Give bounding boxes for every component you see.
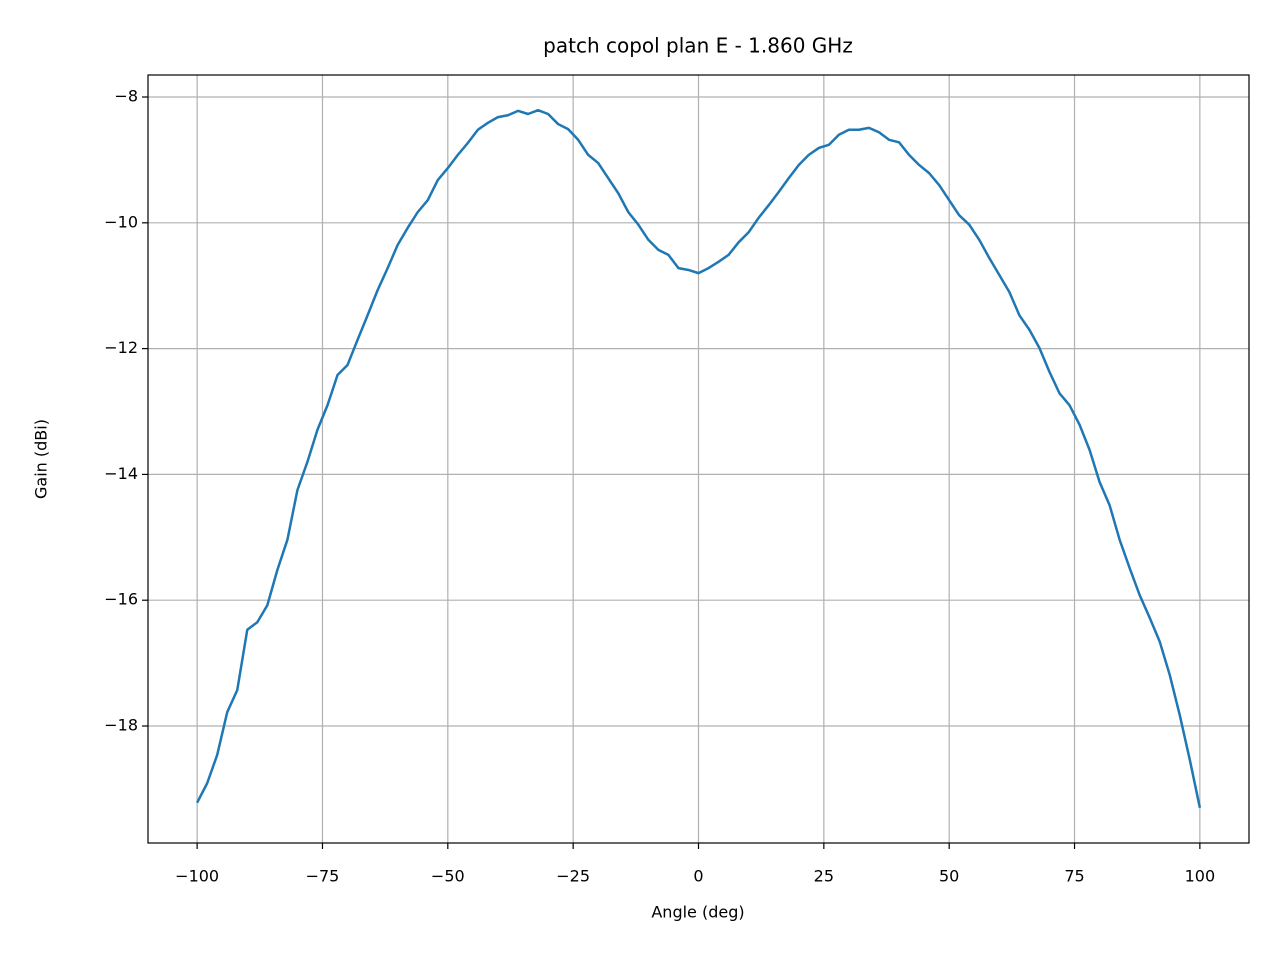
x-tick-label: −100 (175, 867, 219, 886)
chart-title: patch copol plan E - 1.860 GHz (543, 34, 853, 58)
x-tick-label: 100 (1185, 867, 1216, 886)
x-tick-label: 25 (814, 867, 834, 886)
axes-frame (147, 74, 1250, 844)
y-tick-label: −14 (104, 464, 138, 483)
x-axis-label: Angle (deg) (651, 903, 744, 922)
y-tick-label: −18 (104, 716, 138, 735)
y-tick-label: −8 (114, 87, 138, 106)
y-tick-label: −12 (104, 338, 138, 357)
y-axis-label: Gain (dBi) (32, 419, 51, 499)
y-tick-label: −16 (104, 590, 138, 609)
x-tick-label: 0 (693, 867, 703, 886)
x-tick-label: 50 (939, 867, 959, 886)
data-line (196, 108, 1202, 809)
x-tick-label: −50 (431, 867, 465, 886)
x-tick-label: −25 (556, 867, 590, 886)
x-tick-label: −75 (306, 867, 340, 886)
y-tick-label: −10 (104, 212, 138, 231)
x-tick-label: 75 (1064, 867, 1084, 886)
